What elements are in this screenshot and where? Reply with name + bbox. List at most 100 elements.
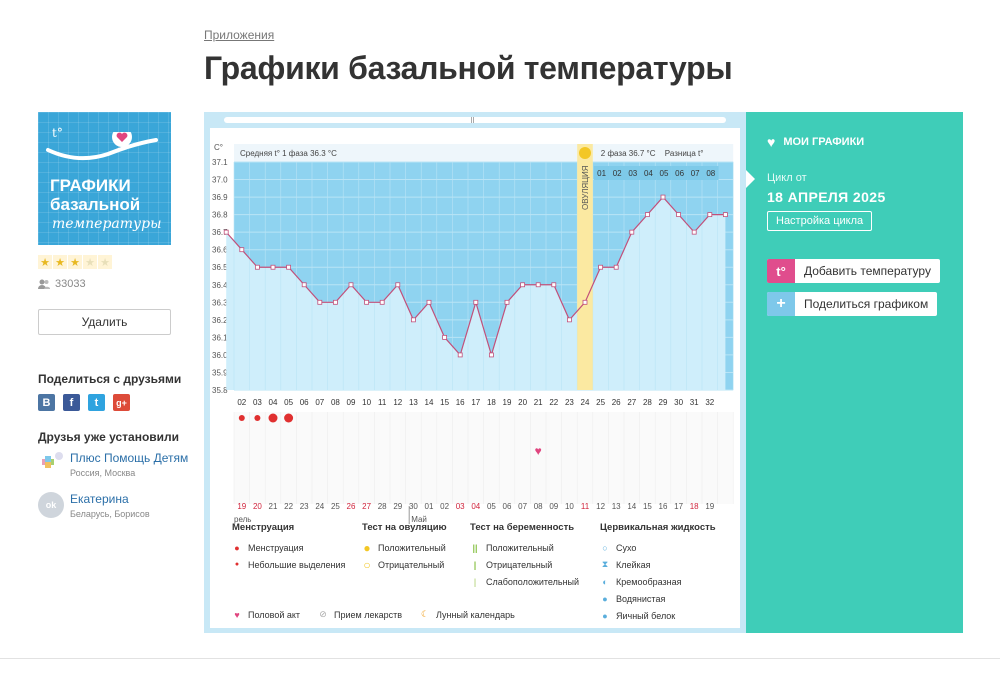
legend-title: Тест на беременность bbox=[470, 522, 575, 533]
bbt-chart: 37.1 37.0 36.9 36.8 36.7 36.6 36.5 36.4 36.3 36.2… bbox=[212, 143, 734, 524]
y-tick-label: 36.4 bbox=[212, 281, 228, 290]
legend-title: Менструация bbox=[232, 522, 295, 533]
cycle-day-label: 17 bbox=[471, 398, 480, 407]
star-icon: ★ bbox=[83, 255, 97, 269]
ovulation-label: ОВУЛЯЦИЯ bbox=[581, 165, 590, 210]
cycle-day-label: 02 bbox=[237, 398, 246, 407]
share-chart-button[interactable]: + Поделиться графиком bbox=[767, 292, 938, 316]
temperature-point bbox=[317, 299, 323, 305]
legend-item: Клейкая bbox=[616, 559, 651, 570]
temperature-point bbox=[223, 229, 229, 235]
remove-button[interactable]: Удалить bbox=[38, 309, 171, 335]
cycle-label: Цикл от bbox=[767, 172, 807, 184]
cycle-day-label: 31 bbox=[690, 398, 699, 407]
y-tick-label: 36.6 bbox=[212, 246, 228, 255]
date-label: 06 bbox=[503, 502, 512, 511]
phase2-day-cell bbox=[640, 166, 657, 180]
date-label: 22 bbox=[284, 502, 293, 511]
temperature-point bbox=[488, 352, 494, 358]
temperature-point bbox=[723, 212, 728, 218]
temperature-point bbox=[442, 334, 448, 340]
legend-item: Водянистая bbox=[616, 593, 666, 604]
small-drop-icon: ● bbox=[234, 561, 240, 568]
temperature-point bbox=[566, 317, 572, 323]
horizontal-scrollbar[interactable] bbox=[224, 117, 726, 123]
friend-avatar[interactable] bbox=[38, 451, 64, 477]
temperature-point bbox=[691, 229, 697, 235]
phase-header bbox=[234, 144, 734, 162]
legend-item: Отрицательный bbox=[486, 559, 553, 570]
date-label: 28 bbox=[378, 502, 387, 511]
cycle-day-label: 24 bbox=[581, 398, 590, 407]
google-plus-icon[interactable]: g+ bbox=[113, 394, 130, 411]
cycle-day-label: 09 bbox=[347, 398, 356, 407]
phase2-day-cell bbox=[609, 166, 625, 180]
users-icon bbox=[38, 279, 50, 289]
temperature-point bbox=[348, 282, 354, 288]
temperature-area bbox=[226, 197, 726, 390]
legend-item: Половой акт bbox=[248, 609, 301, 620]
temperature-point bbox=[535, 282, 541, 288]
friends-title: Друзья уже установили bbox=[38, 430, 180, 444]
month-next-label: Май bbox=[411, 515, 427, 524]
cycle-day-label: 29 bbox=[659, 398, 668, 407]
dry-icon: ○ bbox=[602, 542, 608, 553]
twitter-icon[interactable]: t bbox=[88, 394, 105, 411]
temperature-point bbox=[644, 212, 650, 218]
share-chart-label: Поделиться графиком bbox=[804, 297, 929, 311]
legend-item: Слабоположительный bbox=[486, 576, 580, 587]
friend-avatar[interactable]: ok bbox=[38, 492, 64, 518]
date-label: 17 bbox=[674, 502, 683, 511]
heart-icon: ♥ bbox=[767, 134, 776, 150]
cycle-day-label: 13 bbox=[409, 398, 418, 407]
date-label: 12 bbox=[596, 502, 605, 511]
date-label: 16 bbox=[659, 502, 668, 511]
temperature-point bbox=[629, 229, 635, 235]
vk-icon[interactable]: В bbox=[38, 394, 55, 411]
phase2-day: 02 bbox=[613, 169, 622, 178]
cycle-day-label: 06 bbox=[300, 398, 309, 407]
cycle-date: 18 АПРЕЛЯ 2025 bbox=[767, 189, 886, 205]
y-tick-label: 37.0 bbox=[212, 176, 228, 185]
cycle-day-label: 30 bbox=[674, 398, 683, 407]
app-icon: t° ГРАФИКИ базальной температуры bbox=[38, 112, 171, 245]
legend-pregnancy-test: Тест на беременность || Положительный | От… bbox=[470, 522, 579, 590]
phase2-day-cell bbox=[671, 166, 688, 180]
rating-stars: ★ ★ ★ ★ ★ bbox=[38, 255, 112, 269]
friend-name[interactable]: Плюс Помощь Детям bbox=[70, 451, 189, 465]
ovulation-sun-icon bbox=[579, 147, 591, 159]
date-label: 26 bbox=[347, 502, 356, 511]
cycle-day-label: 14 bbox=[425, 398, 434, 407]
my-charts-header[interactable]: ♥ МОИ ГРАФИКИ bbox=[767, 134, 864, 150]
friend-name[interactable]: Екатерина bbox=[70, 492, 129, 506]
app-icon-line3: температуры bbox=[52, 216, 162, 232]
installs-count: 33033 bbox=[38, 278, 86, 290]
pill-icon: ⊘ bbox=[319, 609, 327, 619]
y-tick-label: 37.1 bbox=[212, 158, 228, 167]
cycle-day-label: 27 bbox=[627, 398, 636, 407]
temperature-point bbox=[379, 299, 385, 305]
date-label: 05 bbox=[487, 502, 496, 511]
facebook-icon[interactable]: f bbox=[63, 394, 80, 411]
temperature-point bbox=[598, 264, 604, 270]
cycle-day-label: 11 bbox=[378, 398, 387, 407]
temperature-point bbox=[333, 299, 338, 305]
legend-title: Цервикальная жидкость bbox=[600, 522, 716, 533]
y-tick-label: 36.8 bbox=[212, 211, 228, 220]
temperature-point bbox=[660, 194, 666, 200]
temperature-point bbox=[473, 299, 479, 305]
legend-item: Прием лекарств bbox=[334, 609, 403, 620]
cycle-day-label: 04 bbox=[269, 398, 278, 407]
date-label: 30 bbox=[409, 502, 418, 511]
temperature-point bbox=[551, 282, 557, 288]
date-label: 08 bbox=[534, 502, 543, 511]
y-tick-label: 36.2 bbox=[212, 316, 228, 325]
cycle-day-label: 15 bbox=[440, 398, 449, 407]
breadcrumb-apps[interactable]: Приложения bbox=[204, 28, 275, 42]
temperature-point bbox=[613, 264, 619, 270]
date-label: 11 bbox=[581, 502, 590, 511]
cycle-day-label: 03 bbox=[253, 398, 262, 407]
cycle-settings-button[interactable]: Настройка цикла bbox=[767, 211, 873, 231]
temperature-point bbox=[286, 264, 291, 270]
add-temperature-button[interactable]: t° Добавить температуру bbox=[767, 259, 940, 283]
